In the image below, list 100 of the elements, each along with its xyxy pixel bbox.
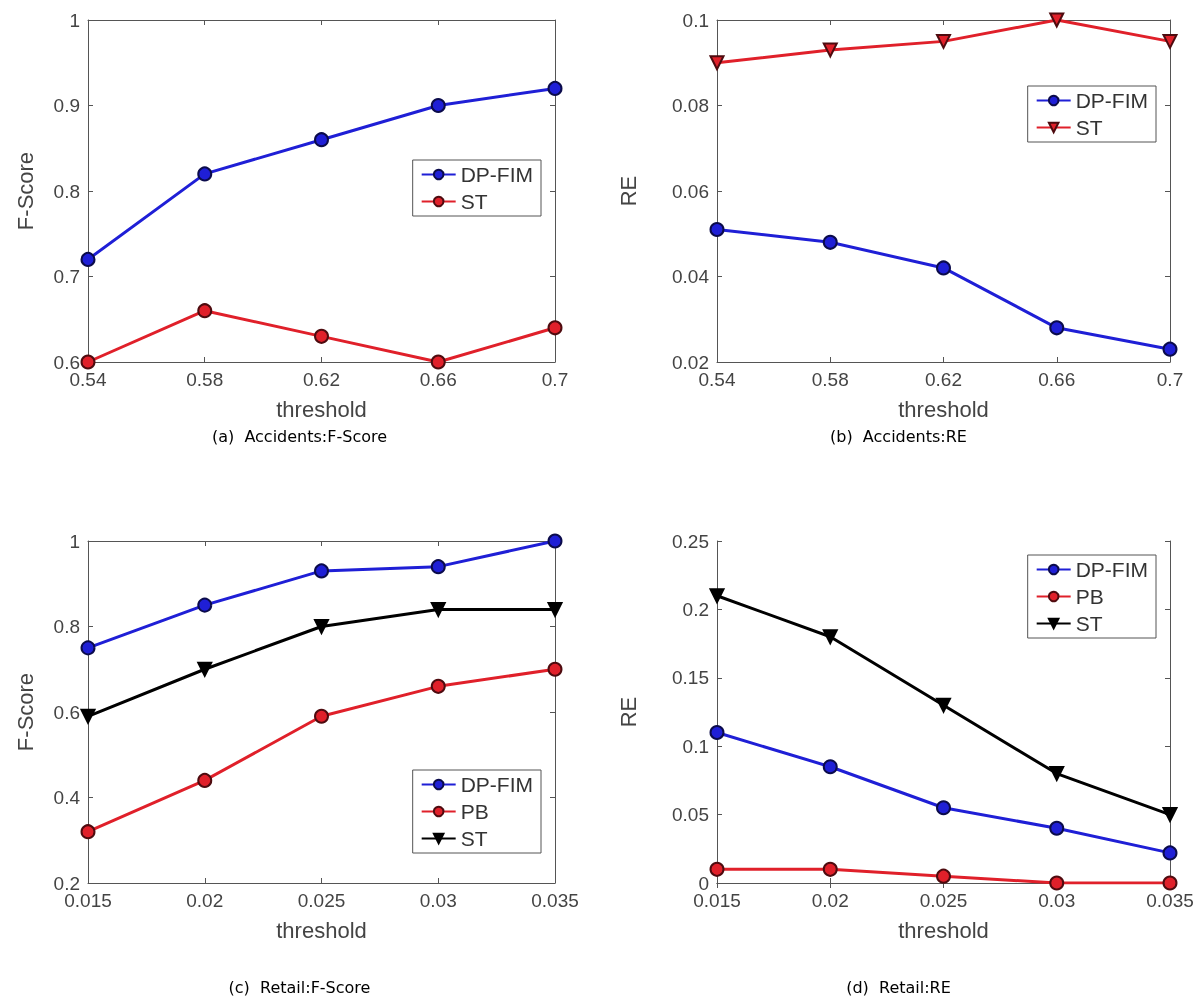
- point: [822, 42, 838, 58]
- y-tick-label: 0.1: [682, 735, 709, 757]
- y-tick-label: 0.9: [53, 95, 80, 116]
- x-axis-title: threshold: [276, 396, 367, 422]
- x-tick-label: 0.025: [919, 890, 968, 911]
- y-axis-title: RE: [615, 175, 641, 207]
- point: [1049, 12, 1065, 28]
- point: [936, 260, 951, 276]
- y-tick-label: 1: [69, 9, 80, 31]
- y-tick-label: 0.8: [53, 616, 80, 637]
- point: [197, 303, 213, 319]
- x-tick-label: 0.7: [541, 369, 569, 390]
- point: [822, 629, 838, 645]
- y-axis-title: F-Score: [12, 151, 38, 231]
- legend-label: ST: [460, 190, 488, 213]
- x-tick-label: 0.66: [419, 369, 457, 390]
- x-tick-label: 0.035: [1146, 890, 1194, 911]
- x-tick-label: 0.58: [186, 369, 224, 390]
- y-tick-label: 0.08: [672, 95, 709, 116]
- point: [936, 868, 951, 884]
- legend-label: DP-FIM: [460, 163, 534, 186]
- point: [936, 33, 951, 49]
- point: [709, 55, 725, 71]
- x-tick-label: 0.03: [1038, 890, 1076, 911]
- point: [822, 861, 838, 877]
- x-tick-label: 0.02: [811, 890, 849, 911]
- point: [314, 563, 329, 579]
- point: [709, 588, 725, 604]
- x-tick-label: 0.58: [811, 369, 849, 390]
- point: [709, 861, 725, 877]
- y-tick-label: 0.8: [53, 180, 80, 202]
- text: (b) Accidents:RE: [830, 426, 967, 446]
- point: [1049, 320, 1065, 336]
- point: [430, 98, 446, 113]
- x-tick-label: 0.62: [925, 369, 962, 390]
- point: [1162, 845, 1178, 861]
- point: [547, 661, 563, 677]
- text: (c) Retail:F-Score: [228, 977, 371, 997]
- point: [1162, 33, 1178, 49]
- point: [197, 166, 213, 182]
- point: [80, 251, 96, 267]
- point: [80, 824, 96, 840]
- legend-label: PB: [1075, 585, 1104, 608]
- legend-label: DP-FIM: [1075, 558, 1149, 581]
- x-tick-label: 0.035: [531, 890, 579, 911]
- point: [547, 320, 563, 336]
- x-tick-label: 0.66: [1038, 369, 1076, 390]
- point: [430, 559, 446, 575]
- point: [709, 221, 725, 237]
- x-tick-label: 0.02: [186, 890, 224, 911]
- point: [709, 725, 725, 741]
- point: [80, 708, 96, 724]
- x-tick-label: 0.62: [303, 369, 340, 390]
- legend-label: ST: [460, 827, 488, 850]
- y-tick-label: 0.04: [672, 266, 710, 287]
- point: [936, 800, 951, 816]
- point: [314, 132, 329, 148]
- point: [936, 697, 951, 713]
- point: [1049, 875, 1065, 891]
- point: [314, 708, 329, 724]
- y-tick-label: 0.06: [672, 180, 709, 202]
- legend-label: ST: [1075, 116, 1103, 139]
- y-tick-label: 0.6: [53, 701, 80, 723]
- point: [80, 354, 96, 370]
- legend-label: PB: [460, 800, 489, 823]
- point: [822, 234, 838, 250]
- point: [1162, 341, 1178, 357]
- point: [547, 80, 563, 96]
- y-tick-label: 0.4: [53, 787, 81, 808]
- point: [314, 619, 329, 634]
- y-tick-label: 0.1: [682, 9, 709, 31]
- point: [547, 601, 563, 617]
- y-axis-title: RE: [615, 696, 641, 728]
- point: [822, 759, 838, 775]
- point: [1049, 820, 1065, 836]
- x-axis-title: threshold: [276, 917, 367, 943]
- point: [430, 354, 446, 370]
- x-axis-title: threshold: [898, 917, 989, 943]
- y-tick-label: 1: [69, 530, 80, 552]
- point: [1162, 807, 1178, 823]
- point: [197, 661, 213, 677]
- point: [547, 533, 563, 549]
- text: (a) Accidents:F-Score: [211, 426, 388, 446]
- x-tick-label: 0.025: [297, 890, 346, 911]
- point: [1049, 766, 1065, 782]
- x-axis-title: threshold: [898, 396, 989, 422]
- y-axis-title: F-Score: [12, 672, 38, 752]
- point: [80, 640, 96, 656]
- point: [430, 678, 446, 694]
- y-tick-label: 0.25: [672, 530, 709, 552]
- point: [197, 772, 213, 788]
- legend-label: DP-FIM: [460, 773, 534, 796]
- y-tick-label: 0.05: [672, 804, 709, 826]
- y-tick-label: 0.15: [672, 667, 709, 689]
- point: [1162, 875, 1178, 891]
- point: [314, 328, 329, 344]
- legend-label: ST: [1075, 612, 1103, 635]
- x-tick-label: 0.03: [419, 890, 457, 911]
- legend-label: DP-FIM: [1075, 89, 1149, 112]
- text: (d) Retail:RE: [846, 977, 951, 997]
